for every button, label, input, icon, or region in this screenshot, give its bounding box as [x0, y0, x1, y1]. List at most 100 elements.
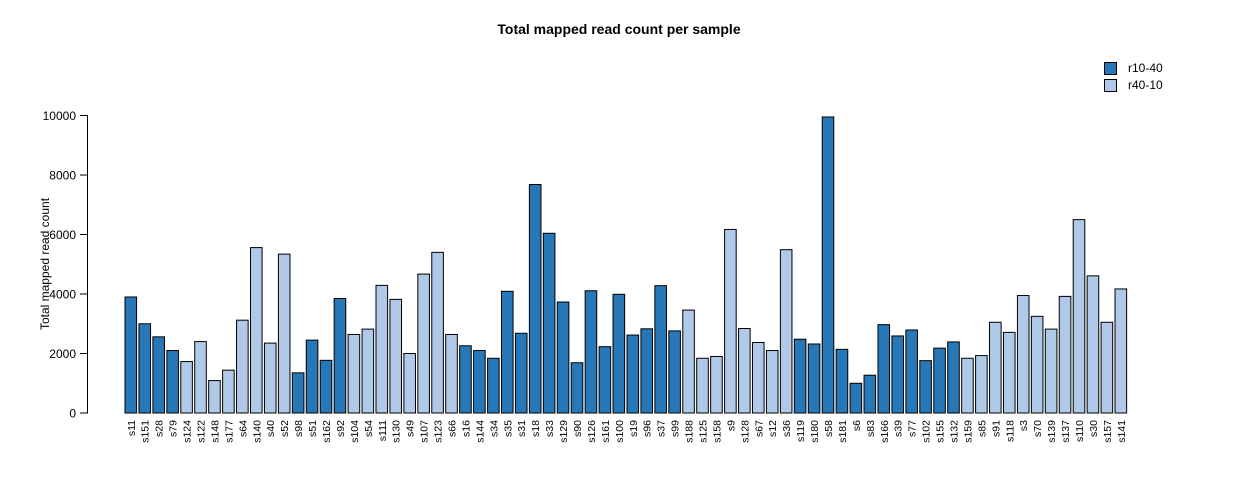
- x-tick-label-s58: s58: [823, 420, 835, 437]
- x-tick-label-s159: s159: [962, 420, 974, 443]
- bar-s177: [222, 369, 235, 414]
- bar-s128: [738, 328, 751, 414]
- legend: r10-40 r40-10: [1104, 62, 1163, 92]
- bar-s77: [905, 329, 918, 414]
- bar-s159: [961, 357, 974, 414]
- x-tick-label-s141: s141: [1116, 420, 1128, 443]
- bar-s157: [1100, 321, 1114, 414]
- x-tick-label-s90: s90: [572, 420, 584, 437]
- legend-swatch-r10-40: [1104, 62, 1117, 75]
- bar-s100: [612, 293, 626, 414]
- y-tick-label: 2000: [49, 347, 76, 361]
- bar-s11: [124, 296, 138, 414]
- bar-s125: [696, 357, 709, 414]
- bar-s124: [180, 361, 193, 414]
- x-tick-label-s18: s18: [530, 420, 542, 437]
- y-tick-label: 8000: [49, 169, 76, 183]
- bar-s132: [947, 341, 960, 414]
- x-tick-label-s161: s161: [600, 420, 612, 443]
- x-tick-label-s157: s157: [1102, 420, 1114, 443]
- bar-s91: [989, 321, 1002, 414]
- x-tick-label-s140: s140: [251, 420, 263, 443]
- x-tick-label-s144: s144: [474, 420, 486, 443]
- bar-s58: [821, 116, 835, 414]
- x-tick-label-s83: s83: [865, 420, 877, 437]
- bar-s31: [514, 332, 528, 414]
- bar-s98: [291, 372, 305, 414]
- bar-s90: [570, 362, 584, 414]
- bar-s188: [682, 309, 695, 414]
- x-tick-label-s130: s130: [391, 420, 403, 443]
- legend-swatch-r40-10: [1104, 79, 1117, 92]
- x-tick-label-s188: s188: [684, 420, 696, 443]
- y-tick-label: 0: [69, 407, 76, 421]
- x-tick-label-s49: s49: [405, 420, 417, 437]
- x-tick-label-s158: s158: [711, 420, 723, 443]
- x-tick-label-s37: s37: [656, 420, 668, 437]
- bar-s70: [1030, 315, 1044, 414]
- x-tick-label-s54: s54: [363, 420, 375, 437]
- bar-s54: [361, 328, 375, 414]
- x-tick-label-s96: s96: [642, 420, 654, 437]
- legend-item-r10-40: r10-40: [1104, 62, 1163, 75]
- x-tick-label-s181: s181: [837, 420, 849, 443]
- bar-s118: [1002, 331, 1016, 414]
- bar-s140: [249, 247, 263, 414]
- x-tick-label-s107: s107: [419, 420, 431, 443]
- bar-s92: [333, 297, 347, 414]
- bar-s137: [1058, 295, 1072, 414]
- bar-s85: [975, 355, 988, 414]
- bar-s122: [194, 341, 207, 414]
- x-tick-label-s122: s122: [196, 420, 208, 443]
- legend-label-r40-10: r40-10: [1128, 78, 1163, 92]
- bar-s49: [403, 353, 416, 414]
- bar-s139: [1044, 328, 1058, 414]
- bar-s16: [459, 345, 472, 414]
- bar-s110: [1072, 219, 1086, 414]
- bar-s155: [933, 347, 946, 414]
- x-tick-label-s91: s91: [990, 420, 1002, 437]
- bar-s162: [319, 359, 333, 414]
- x-tick-label-s104: s104: [349, 420, 361, 443]
- bar-s99: [668, 330, 681, 414]
- bar-s96: [640, 328, 654, 414]
- bar-s40: [263, 342, 277, 414]
- x-tick-label-s28: s28: [154, 420, 166, 437]
- y-axis-title: Total mapped read count: [38, 197, 52, 330]
- x-tick-label-s40: s40: [265, 420, 277, 437]
- legend-label-r10-40: r10-40: [1128, 61, 1163, 75]
- x-tick-label-s129: s129: [558, 420, 570, 443]
- bar-s111: [375, 284, 389, 414]
- bar-s119: [793, 338, 807, 414]
- x-tick-label-s124: s124: [182, 420, 194, 443]
- x-tick-label-s177: s177: [223, 420, 235, 443]
- x-tick-label-s16: s16: [460, 420, 472, 437]
- x-tick-label-s66: s66: [447, 420, 459, 437]
- y-tick-label: 10000: [43, 109, 77, 123]
- bar-s28: [152, 336, 165, 414]
- x-tick-label-s30: s30: [1088, 420, 1100, 437]
- x-tick-label-s99: s99: [670, 420, 682, 437]
- bar-s148: [208, 380, 221, 414]
- bar-s79: [166, 350, 179, 414]
- bar-s129: [556, 301, 570, 414]
- bar-s158: [710, 355, 723, 414]
- x-tick-label-s9: s9: [725, 420, 737, 431]
- x-tick-label-s79: s79: [168, 420, 180, 437]
- x-tick-label-s36: s36: [781, 420, 793, 437]
- bar-s151: [138, 323, 152, 414]
- x-tick-label-s85: s85: [976, 420, 988, 437]
- x-tick-label-s110: s110: [1074, 420, 1086, 442]
- x-tick-label-s31: s31: [516, 420, 528, 437]
- x-tick-label-s139: s139: [1046, 420, 1058, 443]
- x-tick-label-s3: s3: [1018, 420, 1030, 431]
- bar-s130: [389, 298, 403, 414]
- x-tick-label-s180: s180: [809, 420, 821, 443]
- bar-s6: [849, 382, 863, 414]
- bar-s181: [835, 348, 849, 414]
- bar-s107: [417, 273, 430, 414]
- x-tick-label-s148: s148: [209, 420, 221, 443]
- bar-s35: [500, 290, 514, 414]
